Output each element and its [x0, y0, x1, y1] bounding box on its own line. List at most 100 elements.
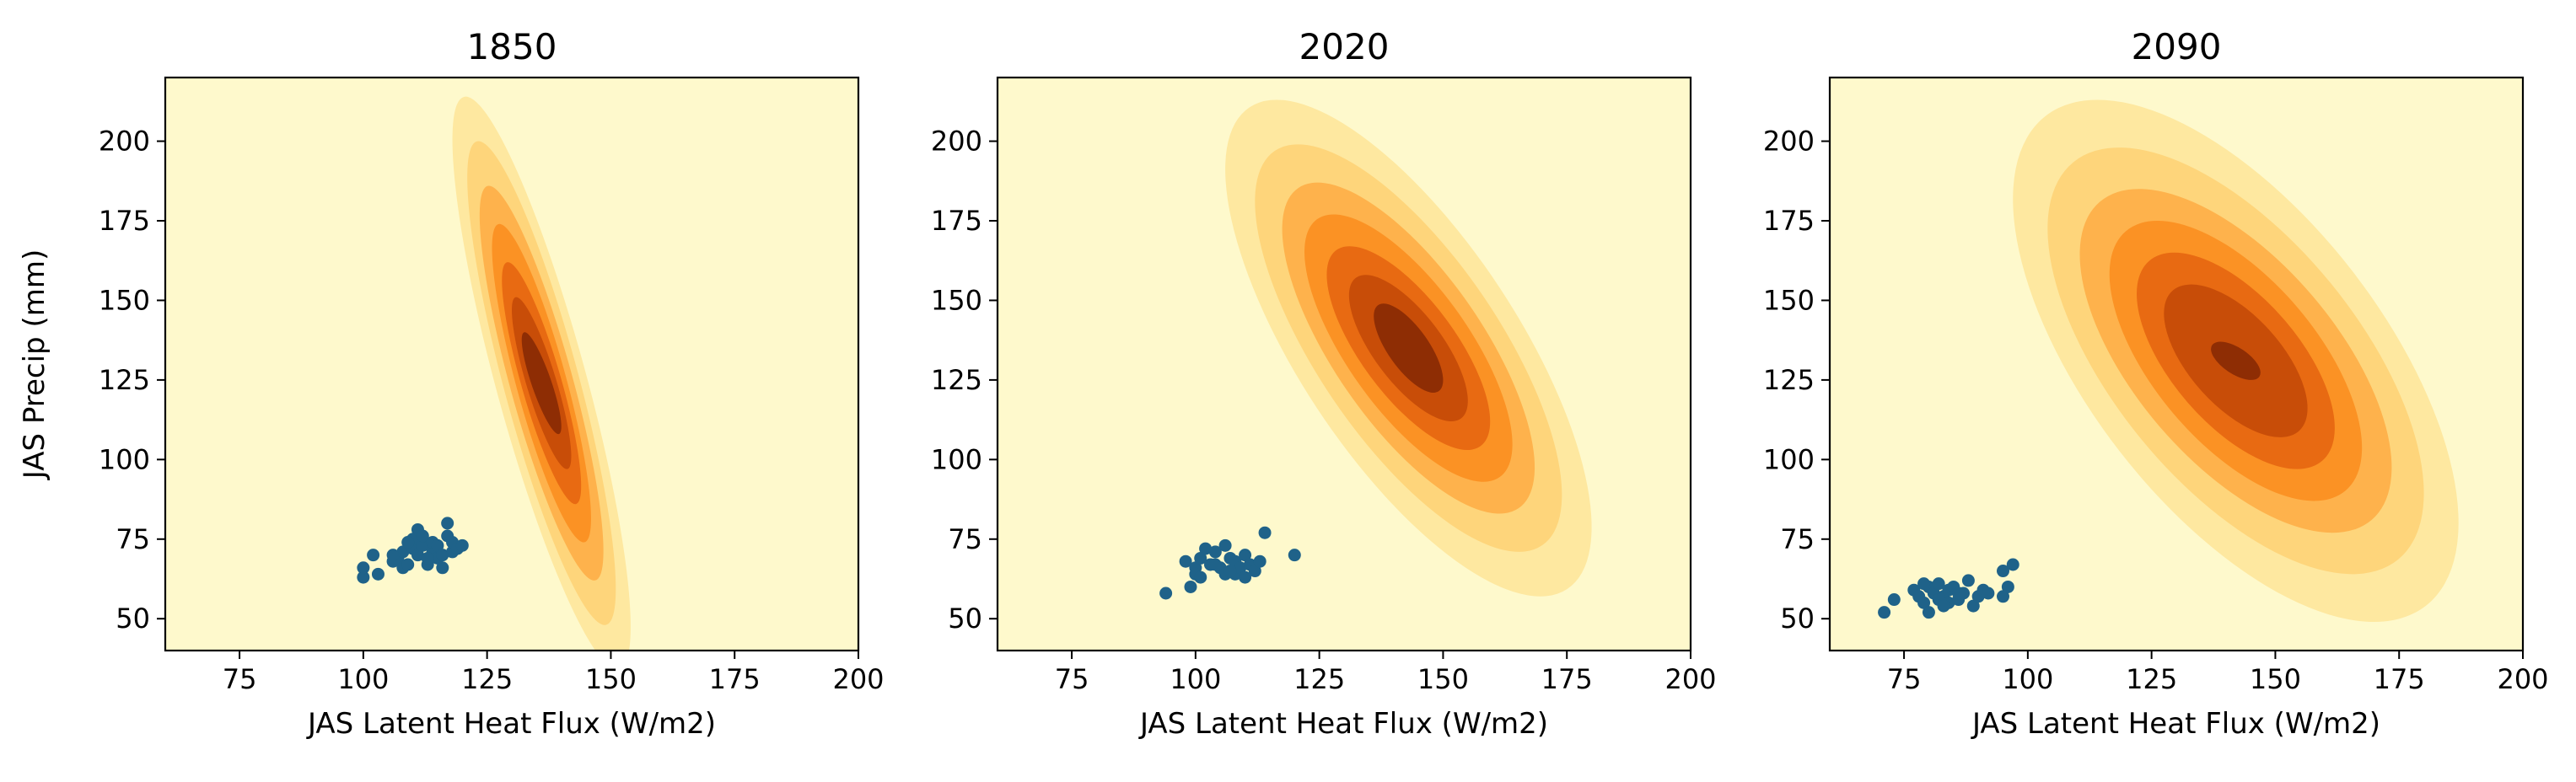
y-tick-label: 50: [1780, 603, 1815, 635]
axes-frame: [1828, 76, 2525, 652]
scatter-point: [371, 567, 385, 581]
x-tick-label: 125: [461, 663, 513, 695]
x-tick-label: 175: [709, 663, 761, 695]
scatter-point: [1917, 577, 1931, 591]
scatter-point: [421, 551, 434, 565]
x-axis-label: JAS Latent Heat Flux (W/m2): [1138, 707, 1548, 741]
scatter-point: [1218, 538, 1232, 552]
scatter-point: [357, 561, 370, 575]
scatter-point: [1179, 554, 1192, 568]
x-tick-label: 125: [1293, 663, 1345, 695]
scatter-point: [357, 570, 370, 584]
x-tick-label: 175: [2374, 663, 2425, 695]
scatter-point: [416, 538, 429, 552]
x-tick-label: 150: [1417, 663, 1469, 695]
scatter-point: [1239, 549, 1252, 562]
y-tick-label: 150: [99, 284, 150, 316]
y-tick-label: 100: [1763, 443, 1815, 475]
density-contours: [452, 96, 631, 651]
axes-frame: [164, 76, 860, 652]
scatter-point: [1937, 599, 1950, 613]
scatter-point: [1932, 577, 1945, 591]
scatter-point: [1887, 593, 1901, 607]
scatter-point: [455, 538, 469, 552]
panel-title: 2090: [2132, 26, 2222, 67]
scatter-point: [367, 549, 380, 562]
scatter-point: [1248, 565, 1261, 578]
x-tick-label: 75: [223, 663, 257, 695]
scatter-point: [1288, 549, 1301, 562]
scatter-point: [1952, 586, 1966, 600]
y-tick-label: 75: [1780, 523, 1815, 555]
scatter-point: [431, 538, 444, 552]
x-tick-label: 200: [2497, 663, 2548, 695]
panel-title: 2020: [1299, 26, 1390, 67]
scatter-point: [401, 558, 415, 571]
y-tick-label: 50: [116, 603, 150, 635]
density-level-7: [2211, 341, 2261, 380]
x-tick-label: 125: [2126, 663, 2177, 695]
scatter-point: [1159, 586, 1173, 600]
scatter-point: [1961, 574, 1975, 587]
scatter-point: [441, 517, 454, 530]
y-tick-label: 75: [116, 523, 150, 555]
x-tick-label: 100: [337, 663, 389, 695]
panel-2020: 75 100 125 150 175 200 50 75 100 125 150 175 200 2020…: [931, 26, 1717, 741]
y-tick-label: 200: [1763, 126, 1815, 158]
y-tick-label: 125: [1763, 364, 1815, 396]
y-tick-label: 175: [99, 205, 150, 237]
y-tick-label: 75: [948, 523, 982, 555]
scatter-point: [1258, 526, 1272, 539]
scatter-point: [416, 529, 429, 543]
x-tick-label: 150: [585, 663, 637, 695]
scatter-points: [357, 517, 469, 584]
scatter-point: [436, 549, 449, 562]
scatter-point: [401, 536, 415, 549]
scatter-point: [436, 561, 449, 575]
scatter-point: [1199, 542, 1213, 555]
y-tick-label: 200: [99, 126, 150, 158]
scatter-point: [1917, 596, 1931, 609]
scatter-point: [411, 549, 424, 562]
x-tick-label: 200: [832, 663, 884, 695]
y-tick-label: 125: [931, 364, 982, 396]
scatter-point: [1997, 590, 2009, 603]
y-tick-label: 175: [931, 205, 982, 237]
scatter-point: [396, 545, 410, 559]
y-tick-label: 175: [1763, 205, 1815, 237]
y-tick-label: 125: [99, 364, 150, 396]
scatter-point: [386, 549, 400, 562]
scatter-points: [1878, 558, 2019, 619]
scatter-point: [1184, 580, 1197, 593]
scatter-point: [2001, 580, 2014, 593]
x-axis-label: JAS Latent Heat Flux (W/m2): [1971, 707, 2380, 741]
y-tick-label: 150: [1763, 284, 1815, 316]
y-tick-label: 150: [931, 284, 982, 316]
scatter-point: [1239, 570, 1252, 584]
density-contours: [1225, 99, 1592, 597]
scatter-point: [1208, 545, 1222, 559]
x-tick-label: 75: [1055, 663, 1089, 695]
density-level-7: [1374, 303, 1444, 394]
density-level-7: [521, 332, 562, 435]
scatter-point: [1234, 561, 1247, 575]
x-tick-label: 100: [2002, 663, 2053, 695]
scatter-point: [1997, 565, 2009, 578]
y-tick-label: 200: [931, 126, 982, 158]
scatter-point: [2006, 558, 2019, 571]
panel-2090: 75 100 125 150 175 200 50 75 100 125 150 175 200 2090…: [1763, 26, 2549, 741]
y-tick-label: 100: [99, 443, 150, 475]
scatter-point: [1253, 554, 1266, 568]
y-axis-label: JAS Precip (mm): [18, 249, 51, 480]
scatter-point: [1966, 599, 1980, 613]
scatter-point: [1194, 570, 1207, 584]
panel-1850: 75 100 125 150 175 200 50 75 100 125 150 175 200 1850…: [18, 26, 885, 741]
scatter-point: [1922, 606, 1935, 619]
scatter-points: [1159, 526, 1301, 600]
axes-frame: [996, 76, 1692, 652]
x-tick-label: 200: [1664, 663, 1716, 695]
x-tick-label: 75: [1887, 663, 1922, 695]
x-tick-label: 175: [1541, 663, 1593, 695]
scatter-point: [1982, 586, 1995, 600]
